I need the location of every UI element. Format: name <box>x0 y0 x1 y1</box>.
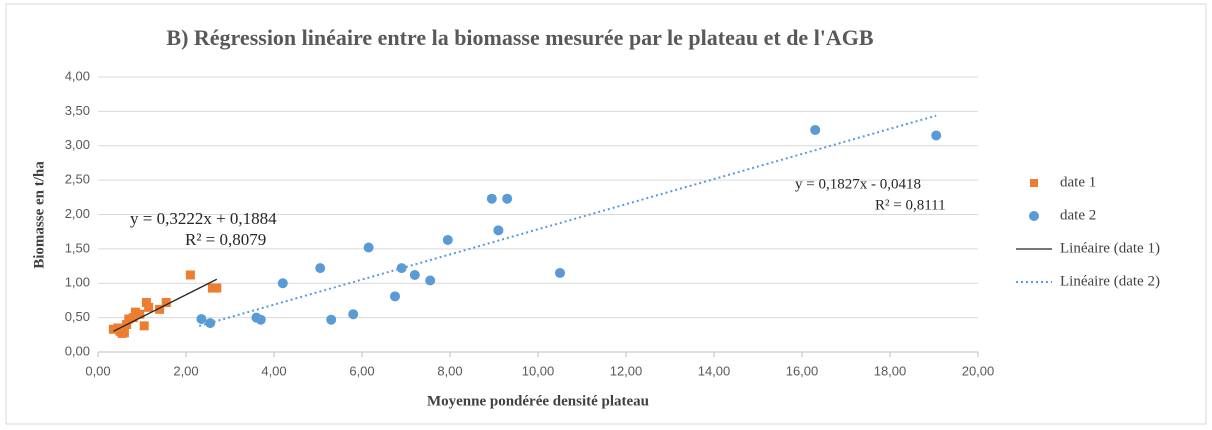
point <box>144 302 154 312</box>
x-tick-label: 4,00 <box>261 363 286 378</box>
x-tick-label: 2,00 <box>173 363 198 378</box>
legend-label: date 2 <box>1060 207 1096 223</box>
point <box>409 270 420 280</box>
point <box>196 314 207 324</box>
point <box>315 263 326 274</box>
point <box>255 314 266 325</box>
x-tick-label: 10,00 <box>522 363 555 378</box>
x-tick-label: 14,00 <box>698 363 731 378</box>
point <box>502 193 513 204</box>
trendline <box>113 278 218 332</box>
point <box>119 328 129 338</box>
y-tick-label: 3,50 <box>65 103 90 118</box>
x-tick-label: 18,00 <box>874 363 907 378</box>
point <box>348 309 359 320</box>
trendline-equation: R² = 0,8079 <box>185 230 266 249</box>
point <box>486 193 497 204</box>
point <box>326 314 337 325</box>
point <box>141 298 151 307</box>
trendline-equation: y = 0,3222x + 0,1884 <box>130 209 277 228</box>
chart-title: B) Régression linéaire entre la biomasse… <box>166 25 874 50</box>
point <box>390 291 400 302</box>
y-tick-label: 0,00 <box>65 343 90 358</box>
point <box>161 298 171 307</box>
y-tick-label: 3,00 <box>65 137 90 152</box>
point <box>155 304 165 314</box>
y-tick-label: 1,00 <box>65 275 90 290</box>
point <box>810 124 821 135</box>
point <box>363 242 374 253</box>
point <box>128 313 138 323</box>
point <box>277 278 288 289</box>
point <box>931 130 942 141</box>
point <box>425 275 436 286</box>
x-tick-label: 6,00 <box>349 363 374 378</box>
x-tick-label: 20,00 <box>962 363 995 378</box>
x-tick-label: 8,00 <box>437 363 462 378</box>
point <box>185 270 195 280</box>
point <box>493 225 504 236</box>
x-tick-label: 16,00 <box>786 363 819 378</box>
trendline-equation: R² = 0,8111 <box>875 197 946 213</box>
point <box>212 283 222 293</box>
trendline-equation: y = 0,1827x - 0,0418 <box>795 176 921 192</box>
y-tick-label: 2,00 <box>65 206 90 221</box>
point <box>139 321 149 331</box>
x-axis-label: Moyenne pondérée densité plateau <box>427 393 649 409</box>
point <box>442 234 453 245</box>
y-tick-label: 1,50 <box>65 240 90 255</box>
y-tick-label: 2,50 <box>65 172 90 187</box>
y-tick-label: 0,50 <box>65 309 90 324</box>
y-tick-label: 4,00 <box>65 68 90 83</box>
legend-label: Linéaire (date 2) <box>1060 273 1160 289</box>
legend-label: date 1 <box>1060 174 1096 190</box>
legend-label: Linéaire (date 1) <box>1060 240 1160 256</box>
x-tick-label: 12,00 <box>610 363 643 378</box>
y-axis-label: Biomasse en t/ha <box>31 161 47 269</box>
legend-marker <box>1030 179 1038 187</box>
x-tick-label: 0,00 <box>85 363 110 378</box>
legend-marker <box>1029 211 1039 221</box>
point <box>135 309 145 319</box>
point <box>555 267 565 278</box>
